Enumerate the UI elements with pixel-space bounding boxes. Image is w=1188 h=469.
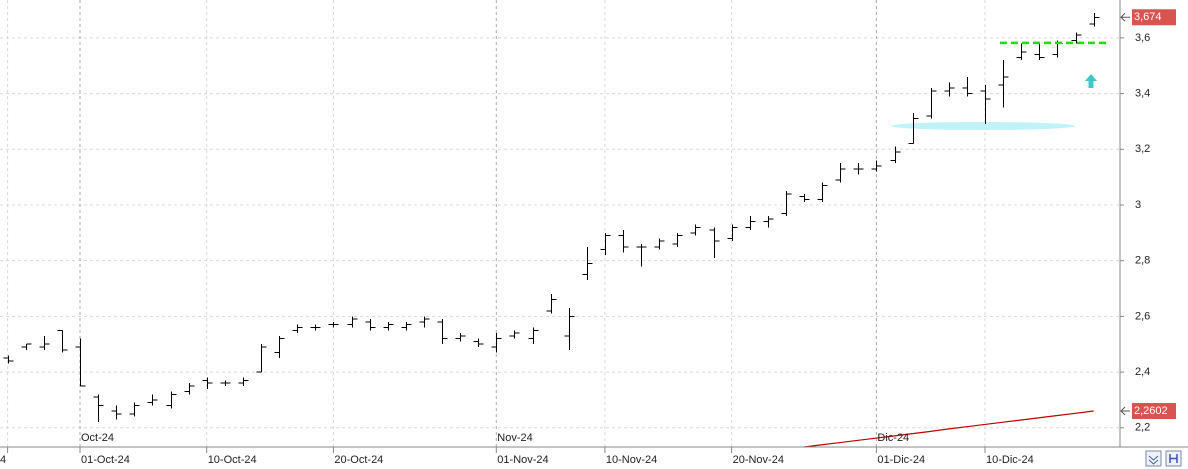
y-tick-label: 2,6 [1135, 310, 1150, 322]
price-label-box [1132, 9, 1176, 26]
y-tick-label: 3,4 [1135, 87, 1150, 99]
labels: 3,6 3,4 3,2 3 2,8 2,6 2,4 2,2 4 01-Oct-24 Oct-24 10… [0, 9, 1176, 466]
hold-icon [1169, 454, 1178, 463]
period-label: Dic-24 [877, 432, 909, 444]
zoom-button[interactable] [1145, 450, 1162, 467]
price-label: 3,674 [1134, 11, 1162, 23]
x-tick-label: 01-Oct-24 [81, 454, 130, 466]
x-tick-label: 10-Dic-24 [986, 454, 1034, 466]
x-tick-label: 20-Nov-24 [733, 454, 784, 466]
x-tick-label: 01-Nov-24 [497, 454, 548, 466]
grid [0, 0, 1120, 447]
x-tick-label: 10-Nov-24 [606, 454, 657, 466]
period-label: Oct-24 [81, 432, 114, 444]
y-tick-label: 3,2 [1135, 143, 1150, 155]
moving-average [803, 410, 1094, 448]
x-tick-label: 01-Dic-24 [877, 454, 925, 466]
y-tick-label: 2,8 [1135, 255, 1150, 267]
price-pointer [1120, 12, 1130, 22]
x-tick-label: 20-Oct-24 [334, 454, 383, 466]
y-tick-label: 2,4 [1135, 366, 1150, 378]
x-tick-label: 4 [0, 454, 6, 466]
zoom-icon [1148, 455, 1159, 465]
price-pointer [1120, 406, 1130, 416]
x-tick-label: 10-Oct-24 [208, 454, 257, 466]
price-label-box [1132, 403, 1176, 420]
y-tick-label: 2,2 [1135, 422, 1150, 434]
y-tick-label: 3 [1135, 199, 1141, 211]
price-label: 2,2602 [1134, 405, 1168, 417]
marks [3, 12, 1108, 448]
up-arrow [1085, 74, 1097, 88]
support-highlight [891, 122, 1075, 130]
period-label: Nov-24 [497, 432, 532, 444]
y-tick-label: 3,6 [1135, 32, 1150, 44]
